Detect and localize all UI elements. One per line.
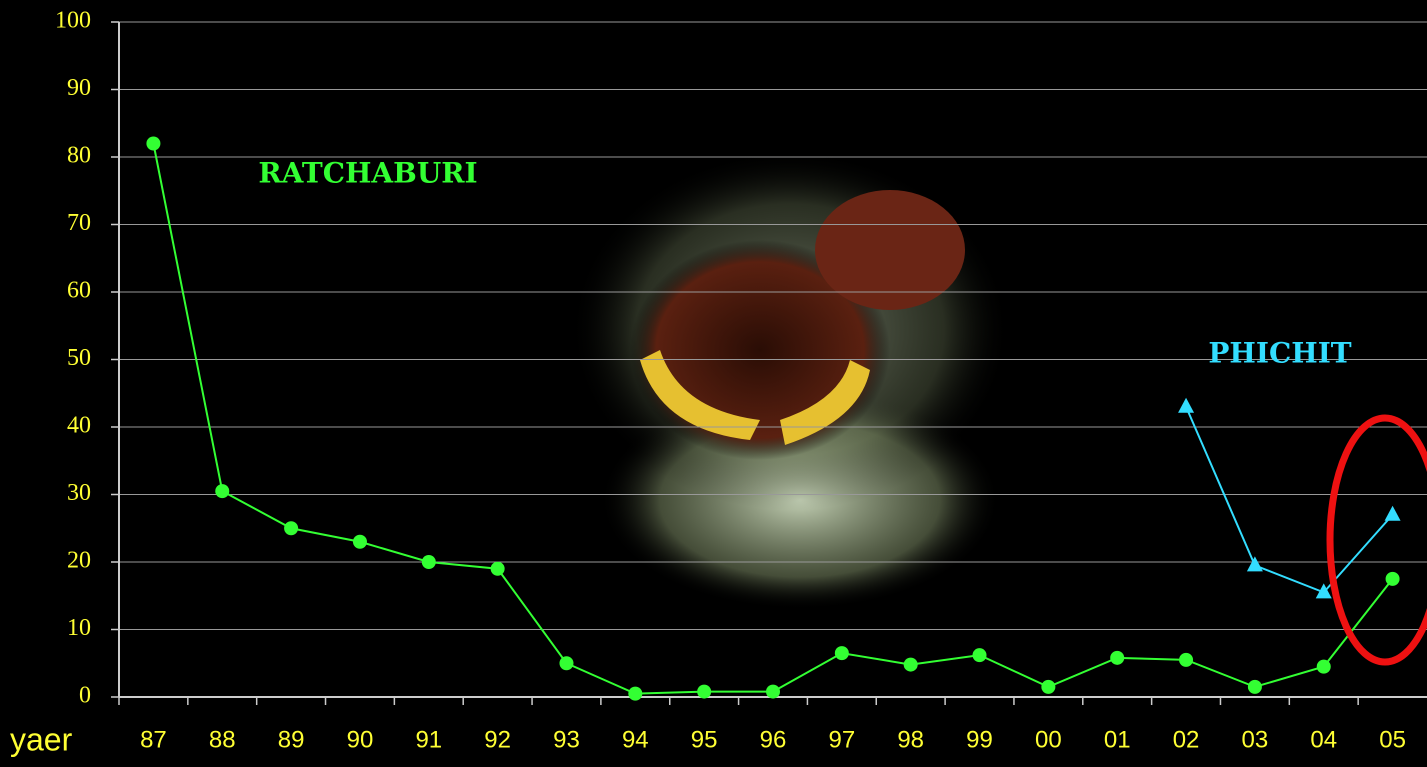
point-marker bbox=[1246, 556, 1263, 572]
x-tick-label: 88 bbox=[209, 726, 236, 753]
point-marker bbox=[1316, 659, 1331, 674]
y-tick-label: 80 bbox=[67, 143, 91, 169]
x-tick-label: 99 bbox=[966, 726, 993, 753]
point-marker bbox=[1178, 397, 1195, 413]
point-marker bbox=[215, 484, 230, 499]
x-tick-label: 05 bbox=[1379, 726, 1406, 753]
series-line bbox=[1185, 406, 1394, 594]
y-tick-label: 0 bbox=[79, 683, 91, 709]
point-marker bbox=[1384, 505, 1401, 521]
y-tick-label: 60 bbox=[67, 278, 91, 304]
y-tick-label: 30 bbox=[67, 480, 91, 506]
x-tick-label: 01 bbox=[1104, 726, 1131, 753]
y-tick-label: 50 bbox=[67, 345, 91, 371]
point-marker bbox=[490, 561, 505, 576]
point-marker bbox=[421, 555, 436, 569]
x-tick-label: 95 bbox=[691, 726, 718, 753]
x-tick-label: 93 bbox=[553, 726, 580, 753]
x-tick-label: 98 bbox=[897, 726, 924, 753]
point-marker bbox=[1385, 571, 1400, 586]
x-tick-label: 87 bbox=[140, 726, 167, 753]
x-tick-label: 97 bbox=[828, 726, 855, 753]
series-label: RATCHABURI bbox=[258, 157, 477, 190]
y-tick-label: 20 bbox=[67, 548, 91, 574]
point-marker bbox=[903, 657, 918, 672]
y-tick-label: 100 bbox=[55, 8, 91, 34]
x-tick-label: 03 bbox=[1242, 726, 1269, 753]
x-tick-label: 91 bbox=[415, 726, 442, 753]
point-marker bbox=[766, 684, 780, 699]
x-tick-label: 02 bbox=[1173, 726, 1200, 753]
point-marker bbox=[697, 684, 712, 699]
series-label: PHICHIT bbox=[1208, 337, 1351, 370]
y-tick-label: 10 bbox=[67, 615, 91, 641]
point-marker bbox=[146, 136, 161, 151]
x-tick-label: 04 bbox=[1310, 726, 1337, 753]
x-tick-label: 89 bbox=[278, 726, 305, 753]
point-marker bbox=[834, 646, 849, 661]
point-marker bbox=[1110, 650, 1125, 665]
x-tick-label: 94 bbox=[622, 726, 649, 753]
highlight-ellipse bbox=[1326, 414, 1427, 666]
y-tick-label: 90 bbox=[67, 75, 91, 101]
point-marker bbox=[352, 534, 367, 549]
x-tick-label: 96 bbox=[760, 726, 787, 753]
x-axis-label: yaer bbox=[10, 721, 73, 757]
x-tick-label: 90 bbox=[347, 726, 374, 753]
point-marker bbox=[628, 686, 643, 701]
point-marker bbox=[1247, 679, 1262, 694]
y-tick-label: 40 bbox=[67, 413, 91, 439]
point-marker bbox=[1315, 583, 1332, 599]
point-marker bbox=[284, 521, 299, 536]
point-marker bbox=[559, 656, 574, 671]
point-marker bbox=[1041, 679, 1056, 694]
point-marker bbox=[1179, 652, 1194, 667]
x-tick-label: 92 bbox=[484, 726, 511, 753]
x-tick-label: 00 bbox=[1035, 726, 1062, 753]
y-tick-label: 70 bbox=[67, 210, 91, 236]
point-marker bbox=[972, 648, 987, 663]
beetle-image bbox=[570, 150, 1010, 610]
